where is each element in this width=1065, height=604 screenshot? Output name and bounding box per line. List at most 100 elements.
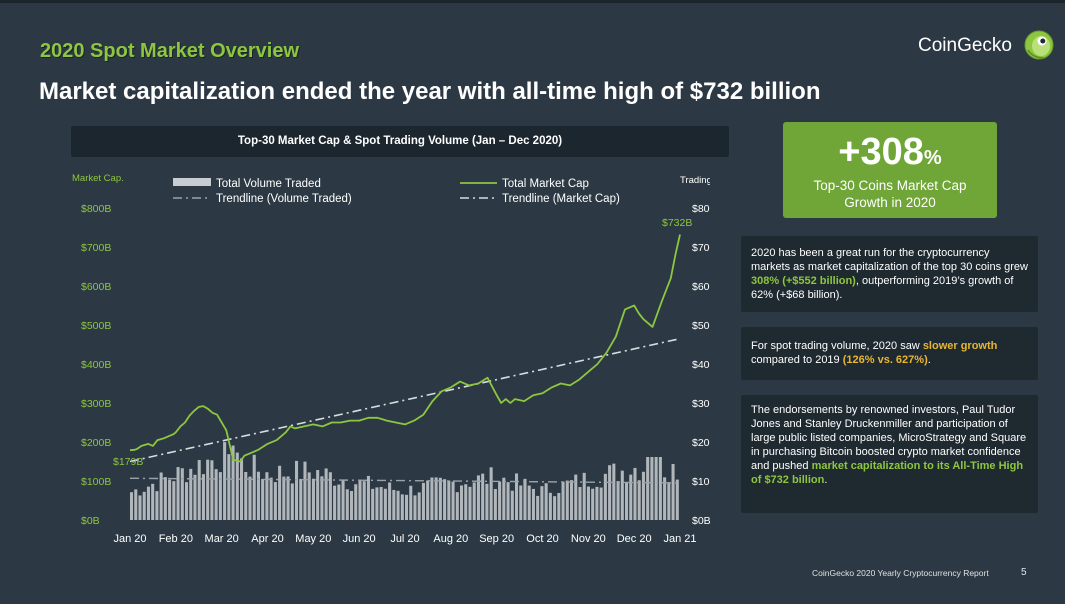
- volume-bar: [201, 474, 205, 520]
- volume-bar: [447, 480, 451, 520]
- page-title: Market capitalization ended the year wit…: [39, 78, 821, 105]
- volume-bar: [438, 477, 442, 520]
- top-border: [0, 0, 1065, 3]
- volume-bar: [375, 487, 379, 520]
- volume-bar: [193, 474, 197, 520]
- volume-bar: [248, 476, 252, 520]
- note1-text-b: , outperforming 2019’s growth of 62% (+$…: [751, 275, 1014, 301]
- note2-highlight-a: slower growth: [922, 340, 998, 352]
- volume-bar: [633, 467, 637, 520]
- volume-bar: [565, 480, 569, 520]
- volume-trendline: [129, 477, 681, 484]
- volume-bar: [468, 486, 472, 520]
- volume-bar: [163, 477, 167, 520]
- note-market-cap-growth: 2020 has been a great run for the crypto…: [741, 236, 1038, 312]
- y-axis-label-right: Trading Vol.: [680, 175, 710, 186]
- y-tick-left: $700B: [81, 242, 111, 254]
- note-trading-volume: For spot trading volume, 2020 saw slower…: [741, 327, 1038, 380]
- note3-text-a: The endorsements by renowned investors, …: [751, 404, 1027, 472]
- legend-mcap-label: Total Market Cap: [502, 178, 589, 190]
- volume-bar: [536, 495, 540, 520]
- volume-bar: [227, 454, 231, 520]
- volume-bar: [430, 477, 434, 520]
- volume-bar: [341, 480, 345, 520]
- volume-bar: [523, 478, 527, 520]
- volume-bar: [159, 472, 163, 520]
- volume-bar: [553, 496, 557, 520]
- volume-bar: [595, 486, 599, 520]
- volume-bar: [261, 478, 265, 520]
- volume-bar: [561, 481, 565, 520]
- x-tick: Aug 20: [433, 533, 468, 545]
- note-endorsements: The endorsements by renowned investors, …: [741, 395, 1038, 513]
- y-tick-left: $300B: [81, 398, 111, 410]
- y-tick-right: $0B: [692, 515, 710, 527]
- growth-stat-label-line1: Top-30 Coins Market Cap: [813, 178, 967, 193]
- y-tick-right: $300B: [692, 398, 710, 410]
- volume-bar: [641, 471, 645, 520]
- volume-bar: [603, 473, 607, 520]
- volume-bar: [252, 454, 256, 520]
- y-tick-right: $100B: [692, 476, 710, 488]
- x-tick: Sep 20: [479, 533, 514, 545]
- volume-bar: [244, 471, 248, 520]
- volume-bar: [591, 488, 595, 520]
- volume-bar: [616, 481, 620, 520]
- volume-bar: [176, 467, 180, 520]
- volume-bar: [210, 460, 214, 520]
- volume-bar: [527, 485, 531, 520]
- volume-bar: [379, 487, 383, 520]
- growth-stat-card: +308% Top-30 Coins Market Cap Growth in …: [783, 122, 997, 218]
- end-value-label: $732B: [662, 217, 692, 229]
- note3-text-b: .: [824, 474, 828, 486]
- volume-bar: [675, 479, 679, 520]
- volume-bar: [586, 486, 590, 520]
- volume-bar: [540, 486, 544, 520]
- volume-bar: [498, 481, 502, 520]
- volume-bar: [218, 472, 222, 520]
- x-tick: Mar 20: [205, 533, 239, 545]
- volume-bar: [544, 483, 548, 520]
- chart-title: Top-30 Market Cap & Spot Trading Volume …: [71, 126, 729, 157]
- note1-text-a: 2020 has been a great run for the crypto…: [751, 247, 1028, 273]
- x-tick: Jun 20: [343, 533, 376, 545]
- growth-stat-value: +308%: [783, 130, 997, 180]
- x-tick: Jul 20: [390, 533, 419, 545]
- volume-bar: [515, 473, 519, 520]
- volume-bar: [146, 486, 150, 520]
- volume-bar: [434, 477, 438, 520]
- market-cap-trendline: [129, 337, 681, 463]
- volume-bar: [240, 458, 244, 520]
- volume-bar: [345, 489, 349, 520]
- volume-bar: [625, 481, 629, 520]
- x-tick: Jan 20: [113, 533, 146, 545]
- volume-bar: [646, 457, 650, 520]
- start-value-label: $179B: [113, 456, 143, 468]
- x-tick: Apr 20: [251, 533, 283, 545]
- y-tick-right: $700B: [692, 242, 710, 254]
- volume-bar: [426, 480, 430, 520]
- y-tick-left: $200B: [81, 437, 111, 449]
- volume-bar: [383, 488, 387, 520]
- volume-bar: [273, 482, 277, 520]
- volume-bar: [142, 491, 146, 520]
- volume-bar: [290, 483, 294, 520]
- volume-bar: [269, 477, 273, 520]
- volume-bar: [214, 469, 218, 520]
- volume-bar: [667, 482, 671, 520]
- footer-source: CoinGecko 2020 Yearly Cryptocurrency Rep…: [812, 568, 989, 578]
- volume-bar: [506, 482, 510, 520]
- volume-bar: [608, 465, 612, 520]
- note2-text-a: For spot trading volume, 2020 saw: [751, 340, 923, 352]
- volume-bar: [405, 494, 409, 520]
- volume-bar: [168, 479, 172, 520]
- y-tick-right: $600B: [692, 281, 710, 293]
- x-tick: Nov 20: [571, 533, 606, 545]
- volume-bar: [460, 485, 464, 520]
- volume-bar: [172, 481, 176, 520]
- volume-bar: [282, 476, 286, 520]
- x-tick: May 20: [295, 533, 331, 545]
- growth-stat-unit: %: [923, 147, 942, 169]
- note2-highlight-b: (126% vs. 627%): [842, 354, 928, 366]
- section-kicker: 2020 Spot Market Overview: [40, 40, 300, 62]
